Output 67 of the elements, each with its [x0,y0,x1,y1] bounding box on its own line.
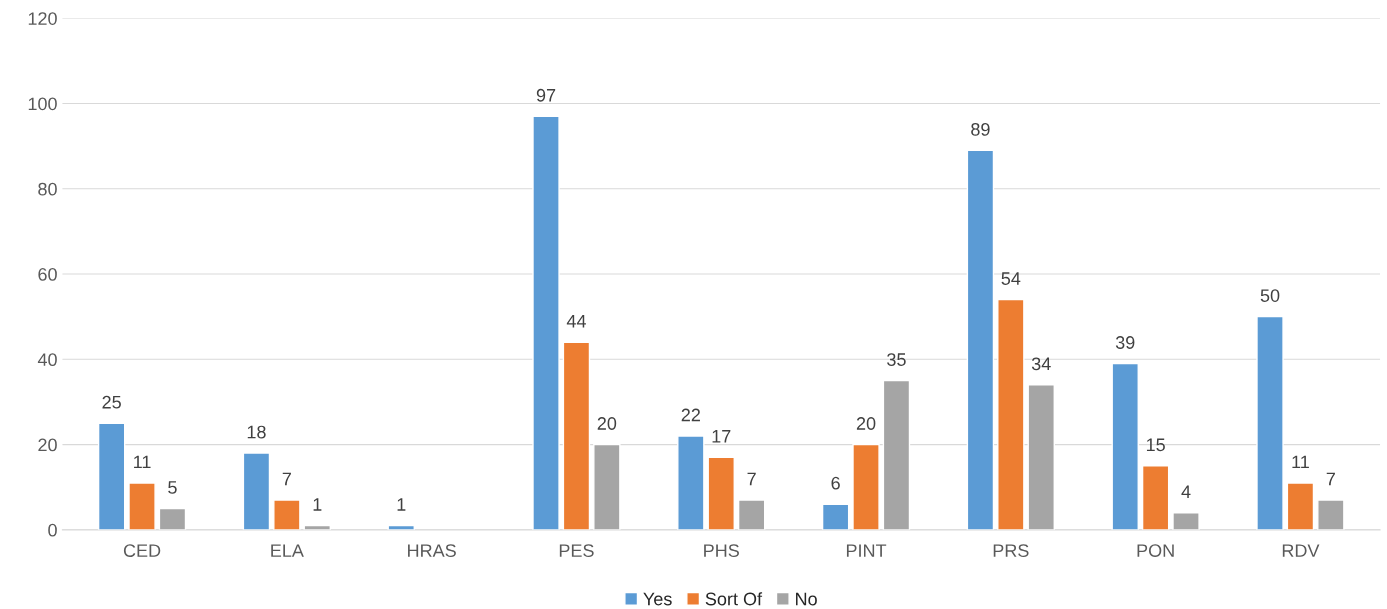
data-label: 44 [566,314,586,328]
legend-label: Sort Of [705,592,763,606]
bar [562,341,591,530]
legend-label: No [796,592,817,606]
x-tick-label: ELA [271,544,304,557]
bar [707,456,735,530]
bar [882,379,911,530]
data-label: 25 [102,395,121,409]
bar [677,435,705,530]
bar [97,422,126,530]
data-label: 17 [712,430,731,443]
bar [273,499,301,530]
bar [158,507,187,530]
bar [593,443,621,530]
data-label: 4 [1181,485,1191,498]
x-tick-label: PINT [846,544,887,557]
x-tick-label: PRS [993,544,1029,557]
data-label: 89 [971,122,990,136]
y-tick-label: 40 [37,353,57,367]
data-label: 11 [134,455,151,469]
data-label: 22 [681,408,700,422]
bar [1172,512,1200,530]
y-tick-label: 20 [38,438,57,452]
bar [821,503,850,530]
bar [1256,315,1284,530]
data-label: 7 [747,472,756,486]
bar [1286,482,1315,530]
bar [128,482,156,530]
y-tick-label: 120 [28,12,57,25]
bar [737,499,766,530]
bar [242,452,271,530]
bar [852,443,880,530]
data-label: 1 [313,498,322,511]
data-label: 35 [887,353,906,366]
data-label: 97 [536,88,556,102]
data-label: 7 [282,472,291,486]
data-label: 1 [397,498,406,511]
bar [1111,362,1139,530]
bar [532,115,560,530]
x-tick-label: RDV [1282,544,1320,557]
y-tick-label: 60 [38,267,57,281]
data-label: 11 [1292,455,1309,469]
y-tick-label: 0 [48,523,57,537]
legend-label: Yes [643,592,672,606]
data-label: 15 [1146,438,1165,452]
x-tick-label: PHS [704,544,739,557]
data-label: 5 [168,481,177,494]
bar [1141,465,1170,530]
y-tick-label: 100 [28,97,57,111]
bar [966,149,995,530]
y-tick-label: 80 [38,182,57,196]
data-label: 54 [1001,272,1021,285]
data-label: 18 [247,425,266,439]
data-label: 6 [831,476,840,490]
x-tick-label: PON [1137,544,1174,557]
data-label: 39 [1115,336,1135,349]
data-label: 20 [856,417,876,430]
bar [997,298,1025,530]
data-label: 7 [1326,472,1335,486]
data-label: 20 [597,417,617,430]
x-tick-label: CED [123,544,161,557]
bar [1027,384,1055,530]
data-label: 34 [1031,357,1051,371]
data-label: 50 [1260,289,1280,302]
x-tick-label: HRAS [408,544,456,557]
x-tick-label: PES [559,544,594,557]
bar [1317,499,1345,530]
